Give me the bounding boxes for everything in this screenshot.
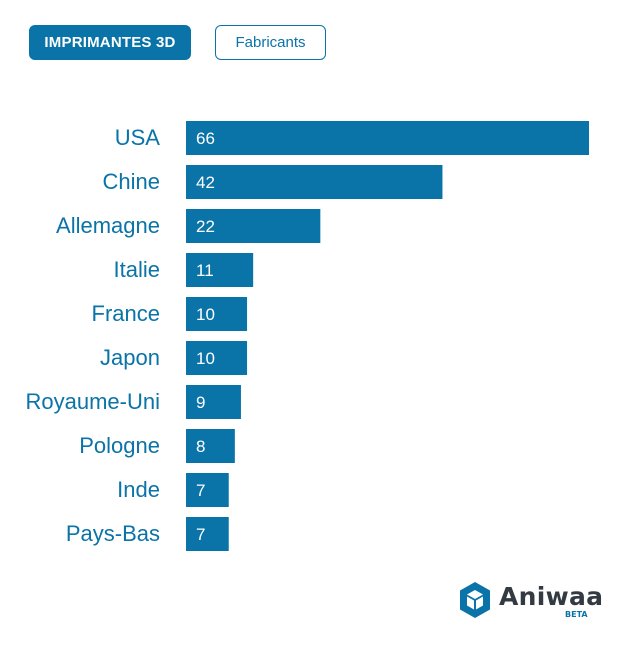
logo-wordmark: Aniwaa: [499, 582, 604, 611]
value-label: 7: [196, 525, 205, 544]
bar-inde: [186, 473, 229, 507]
category-label: Italie: [114, 257, 160, 282]
value-label: 9: [196, 393, 205, 412]
tab-fabricants[interactable]: Fabricants: [215, 25, 326, 60]
category-label: France: [92, 301, 160, 326]
category-label: Pologne: [79, 433, 160, 458]
bar-japon: [186, 341, 248, 375]
category-label: Inde: [117, 477, 160, 502]
value-label: 10: [196, 349, 215, 368]
category-label: USA: [115, 125, 161, 150]
value-label: 8: [196, 437, 205, 456]
category-label: Japon: [100, 345, 160, 370]
value-label: 7: [196, 481, 205, 500]
tab-imprimantes-3d-label: IMPRIMANTES 3D: [44, 34, 176, 51]
bar-italie: [186, 253, 254, 287]
tab-fabricants-label: Fabricants: [235, 34, 306, 51]
category-label: Chine: [103, 169, 160, 194]
value-label: 11: [196, 261, 214, 280]
category-label: Royaume-Uni: [26, 389, 161, 414]
bar-usa: [186, 121, 589, 155]
bar-royaume-uni: [186, 385, 241, 419]
category-label: Allemagne: [56, 213, 160, 238]
tab-imprimantes-3d[interactable]: IMPRIMANTES 3D: [29, 25, 191, 60]
value-label: 42: [196, 173, 215, 192]
aniwaa-logo: Aniwaa BETA: [458, 580, 603, 620]
bar-pologne: [186, 429, 235, 463]
bar-france: [186, 297, 248, 331]
bar-chart: USA 66 Chine 42 Allemagne 22 Italie 11 France 10 J…: [26, 121, 589, 551]
logo-beta-badge: BETA: [565, 610, 588, 619]
bar-allemagne: [186, 209, 321, 243]
category-label: Pays-Bas: [66, 521, 160, 546]
cube-hexagon-icon: [460, 582, 490, 618]
value-label: 22: [196, 217, 215, 236]
bar-pays-bas: [186, 517, 229, 551]
value-label: 10: [196, 305, 215, 324]
value-label: 66: [196, 129, 215, 148]
bar-chine: [186, 165, 443, 199]
